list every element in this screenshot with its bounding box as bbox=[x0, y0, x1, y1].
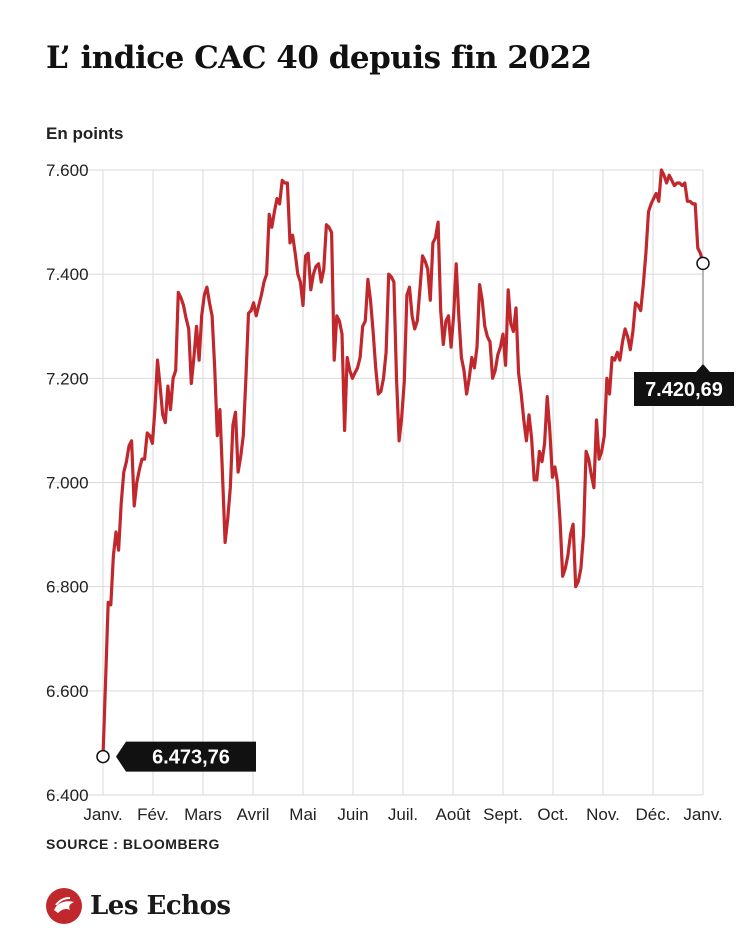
x-tick-label: Fév. bbox=[137, 805, 169, 824]
y-tick-label: 6.800 bbox=[46, 578, 89, 597]
y-tick-label: 6.600 bbox=[46, 682, 89, 701]
series-group bbox=[101, 168, 705, 759]
x-tick-label: Oct. bbox=[537, 805, 568, 824]
start-value-callout bbox=[116, 741, 256, 772]
start-value-label: 6.473,76 bbox=[152, 747, 230, 769]
x-tick-label: Nov. bbox=[586, 805, 620, 824]
x-tick-label: Avril bbox=[237, 805, 270, 824]
y-tick-label: 7.600 bbox=[46, 161, 89, 180]
chart-title: L’ indice CAC 40 depuis fin 2022 bbox=[46, 40, 592, 76]
horizontal-gridlines bbox=[48, 169, 703, 796]
x-tick-label: Janv. bbox=[683, 805, 722, 824]
x-tick-label: Mars bbox=[184, 805, 222, 824]
y-tick-label: 6.400 bbox=[46, 786, 89, 805]
x-tick-label: Août bbox=[436, 805, 471, 824]
y-tick-labels: 6.400 6.600 6.800 7.000 7.200 7.400 7.600 bbox=[46, 161, 89, 805]
end-value-label: 7.420,69 bbox=[645, 379, 723, 401]
logo-emblem-icon bbox=[46, 888, 82, 924]
series-line-cac40 bbox=[101, 168, 705, 759]
line-chart: 6.400 6.600 6.800 7.000 7.200 7.400 7.600 Janv… bbox=[46, 161, 734, 824]
x-tick-label: Déc. bbox=[636, 805, 671, 824]
y-tick-label: 7.400 bbox=[46, 265, 89, 284]
logo-text: Les Echos bbox=[90, 891, 231, 921]
end-value-callout bbox=[634, 364, 734, 406]
x-tick-label: Janv. bbox=[83, 805, 122, 824]
source-note: SOURCE : BLOOMBERG bbox=[46, 836, 220, 852]
y-tick-label: 7.000 bbox=[46, 474, 89, 493]
x-tick-label: Juil. bbox=[388, 805, 418, 824]
y-axis-unit-label: En points bbox=[46, 124, 124, 143]
vertical-gridlines bbox=[102, 170, 704, 795]
y-tick-label: 7.200 bbox=[46, 369, 89, 388]
start-point-marker bbox=[96, 749, 110, 764]
end-point-marker bbox=[696, 256, 710, 271]
x-tick-label: Mai bbox=[289, 805, 316, 824]
x-tick-labels: Janv. Fév. Mars Avril Mai Juin Juil. Août Sept. O… bbox=[83, 805, 722, 824]
annotations: 6.473,76 7.420,69 bbox=[96, 256, 734, 772]
les-echos-logo: Les Echos bbox=[46, 888, 231, 924]
x-tick-label: Sept. bbox=[483, 805, 523, 824]
x-tick-label: Juin bbox=[337, 805, 368, 824]
